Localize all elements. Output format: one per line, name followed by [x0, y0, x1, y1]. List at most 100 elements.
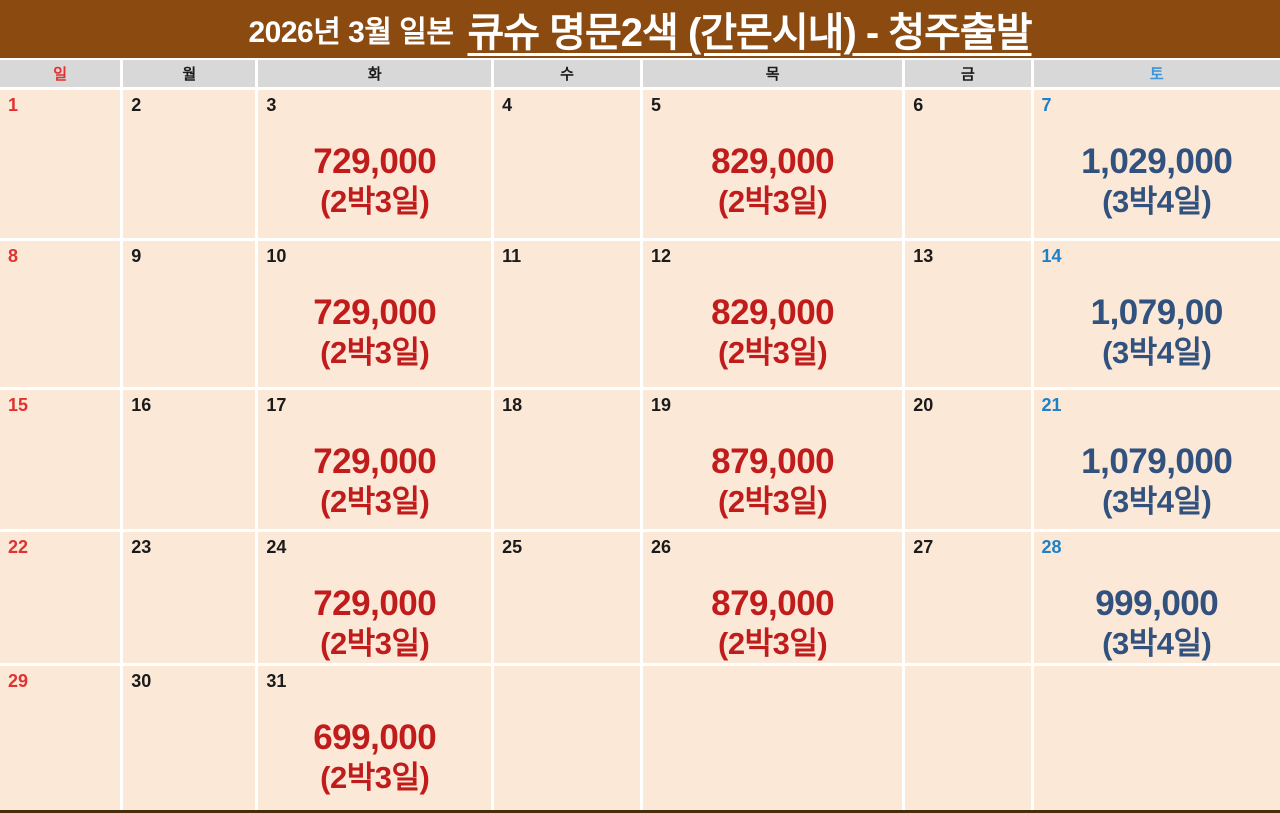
weekday-label: 월 [182, 66, 197, 83]
day-number: 11 [502, 246, 522, 266]
trip-duration: (2박3일) [718, 626, 828, 661]
weekday-label: 수 [560, 66, 574, 83]
price-amount: 829,000 [711, 142, 835, 181]
price-block: 829,000 (2박3일) [651, 293, 894, 373]
trip-duration: (3박4일) [1102, 484, 1212, 519]
day-cell-28: 28 999,000 (3박4일) [1033, 532, 1280, 663]
day-cell-17: 17 729,000 (2박3일) [258, 390, 492, 529]
day-cell-10: 10 729,000 (2박3일) [258, 241, 492, 387]
day-number: 18 [502, 395, 523, 415]
trip-duration: (3박4일) [1102, 335, 1212, 370]
day-number: 9 [131, 246, 142, 266]
trip-duration: (2박3일) [718, 184, 828, 219]
weekday-header-tue: 화 [258, 60, 492, 87]
price-block: 1,079,000 (3박4일) [1042, 442, 1272, 522]
day-cell-21: 21 1,079,000 (3박4일) [1033, 390, 1280, 529]
day-cell-26: 26 879,000 (2박3일) [642, 532, 903, 663]
trip-duration: (2박3일) [320, 626, 430, 661]
day-cell-empty [494, 666, 640, 811]
day-cell-14: 14 1,079,00 (3박4일) [1033, 241, 1280, 387]
price-amount: 729,000 [313, 142, 437, 181]
day-number: 14 [1041, 246, 1062, 266]
day-number: 15 [8, 395, 29, 415]
price-block: 729,000 (2박3일) [266, 584, 483, 663]
trip-duration: (2박3일) [320, 760, 430, 795]
price-block: 699,000 (2박3일) [266, 718, 483, 798]
weekday-header-sun: 일 [0, 60, 121, 87]
price-block: 729,000 (2박3일) [266, 142, 483, 222]
day-cell-19: 19 879,000 (2박3일) [642, 390, 903, 529]
weekday-label: 토 [1149, 66, 1164, 83]
weekday-header-sat: 토 [1033, 60, 1280, 87]
day-cell-12: 12 829,000 (2박3일) [642, 241, 903, 387]
trip-duration: (3박4일) [1102, 184, 1212, 219]
day-cell-31: 31 699,000 (2박3일) [258, 666, 492, 811]
day-number: 12 [650, 246, 672, 266]
price-amount: 1,079,000 [1081, 442, 1233, 481]
price-amount: 879,000 [711, 584, 835, 623]
day-cell-4: 4 [494, 90, 640, 238]
day-number: 10 [266, 246, 287, 266]
trip-duration: (2박3일) [320, 484, 430, 519]
price-block: 1,029,000 (3박4일) [1042, 142, 1272, 222]
weekday-label: 금 [960, 66, 975, 83]
day-number: 30 [131, 671, 152, 691]
day-cell-23: 23 [123, 532, 256, 663]
day-number: 24 [266, 537, 287, 557]
day-number: 29 [8, 671, 29, 691]
day-number: 3 [266, 95, 277, 115]
day-cell-6: 6 [905, 90, 1031, 238]
title-main: 큐슈 명문2색 (간몬시내) - 청주출발 [467, 11, 1032, 55]
day-number: 13 [913, 246, 934, 266]
price-block: 879,000 (2박3일) [651, 442, 894, 522]
day-cell-27: 27 [905, 532, 1031, 663]
day-cell-24: 24 729,000 (2박3일) [258, 532, 492, 663]
bottom-border-line [0, 810, 1280, 813]
day-cell-2: 2 [123, 90, 256, 238]
price-block: 879,000 (2박3일) [651, 584, 894, 663]
day-number: 2 [131, 95, 142, 115]
weekday-label: 일 [53, 66, 68, 83]
price-block: 729,000 (2박3일) [266, 442, 483, 522]
price-amount: 1,079,00 [1090, 293, 1224, 332]
day-cell-9: 9 [123, 241, 256, 387]
price-amount: 729,000 [313, 442, 437, 481]
weekday-header-wed: 수 [494, 60, 640, 87]
calendar-title-bar: 2026년 3월 일본 큐슈 명문2색 (간몬시내) - 청주출발 [0, 0, 1280, 60]
day-number: 8 [8, 246, 19, 266]
price-block: 1,079,00 (3박4일) [1042, 293, 1272, 373]
day-number: 1 [8, 95, 19, 115]
day-cell-1: 1 [0, 90, 121, 238]
day-number: 28 [1041, 537, 1062, 557]
day-cell-20: 20 [905, 390, 1031, 529]
day-number: 16 [131, 395, 152, 415]
day-cell-29: 29 [0, 666, 121, 811]
day-number: 21 [1041, 395, 1062, 415]
day-number: 17 [266, 395, 287, 415]
calendar-grid: 일 월 화 수 목 금 토 1 2 3 729,000 (2박3일) 4 5 8… [0, 60, 1280, 811]
weekday-header-thu: 목 [642, 60, 903, 87]
trip-duration: (2박3일) [320, 184, 430, 219]
day-cell-16: 16 [123, 390, 256, 529]
day-number: 7 [1041, 95, 1052, 115]
day-cell-22: 22 [0, 532, 121, 663]
day-cell-25: 25 [494, 532, 640, 663]
day-cell-5: 5 829,000 (2박3일) [642, 90, 903, 238]
price-amount: 829,000 [711, 293, 835, 332]
price-block: 999,000 (3박4일) [1042, 584, 1272, 663]
day-number: 23 [131, 537, 152, 557]
weekday-header-mon: 월 [123, 60, 256, 87]
price-amount: 999,000 [1095, 584, 1219, 623]
trip-duration: (2박3일) [320, 335, 430, 370]
day-number: 25 [502, 537, 523, 557]
day-cell-18: 18 [494, 390, 640, 529]
day-number: 6 [913, 95, 924, 115]
weekday-label: 목 [765, 66, 780, 83]
day-cell-empty [1033, 666, 1280, 811]
day-number: 27 [913, 537, 934, 557]
day-number: 31 [266, 671, 287, 691]
day-number: 20 [913, 395, 934, 415]
day-cell-empty [642, 666, 903, 811]
day-number: 22 [8, 537, 29, 557]
day-cell-8: 8 [0, 241, 121, 387]
